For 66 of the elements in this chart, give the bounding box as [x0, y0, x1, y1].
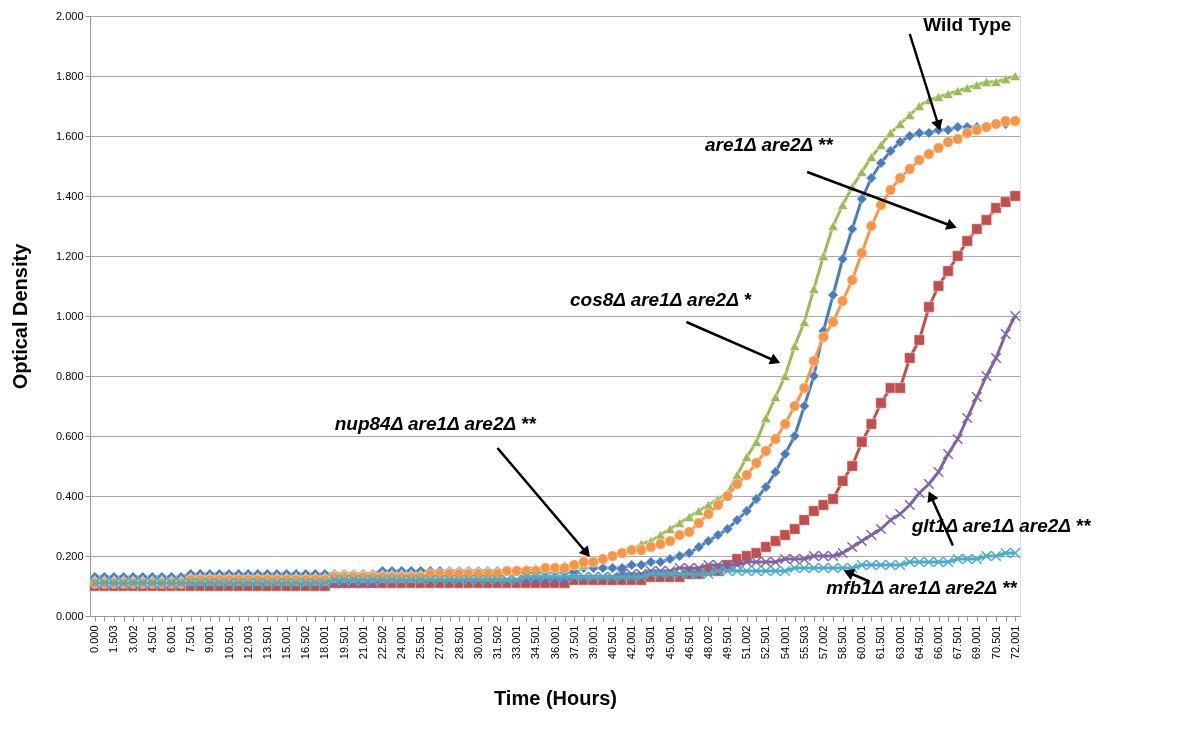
- x-tick-label: 10.501: [222, 625, 235, 660]
- x-tick-label: 43.501: [644, 625, 657, 660]
- x-tick-label: 55.503: [797, 625, 810, 660]
- x-tick-label: 67.501: [951, 625, 964, 660]
- y-tick-label: 1.800: [55, 69, 84, 82]
- x-tick-label: 25.501: [414, 625, 427, 660]
- x-tick-label: 42.001: [625, 625, 638, 660]
- x-tick-label: 36.001: [548, 625, 561, 660]
- x-tick-label: 40.501: [606, 625, 619, 660]
- x-tick-label: 64.501: [912, 625, 925, 660]
- x-tick-label: 9.001: [203, 625, 216, 654]
- series-label: mfb1Δ are1Δ are2Δ **: [826, 576, 1019, 598]
- y-tick-label: 0.800: [55, 369, 84, 382]
- x-tick-label: 18.001: [318, 625, 331, 660]
- x-tick-label: 21.001: [356, 625, 369, 660]
- x-tick-label: 69.001: [970, 625, 983, 660]
- x-tick-label: 24.001: [395, 625, 408, 660]
- x-tick-label: 70.501: [989, 625, 1002, 660]
- x-tick-label: 54.001: [778, 625, 791, 660]
- text: cos8Δ are1Δ are2Δ *: [570, 288, 753, 310]
- x-tick-label: 22.502: [375, 625, 388, 660]
- x-tick-label: 34.501: [529, 625, 542, 660]
- x-tick-label: 72.001: [1008, 625, 1021, 660]
- y-axis-title: Optical Density: [8, 242, 31, 390]
- x-tick-label: 39.001: [586, 625, 599, 660]
- x-tick-label: 31.502: [490, 625, 503, 660]
- x-tick-label: 58.501: [836, 625, 849, 660]
- x-tick-label: 28.501: [452, 625, 465, 660]
- x-axis-title: Time (Hours): [494, 687, 617, 710]
- x-tick-label: 33.001: [510, 625, 523, 660]
- x-tick-label: 27.001: [433, 625, 446, 660]
- x-tick-label: 66.001: [932, 625, 945, 660]
- x-tick-label: 4.501: [145, 625, 158, 654]
- x-tick-label: 16.502: [299, 625, 312, 660]
- y-tick-label: 1.000: [55, 309, 84, 322]
- text: are1Δ are2Δ **: [704, 134, 835, 155]
- x-tick-label: 45.001: [663, 625, 676, 660]
- x-tick-label: 63.001: [893, 625, 906, 660]
- x-tick-label: 12.003: [241, 625, 254, 660]
- y-tick-label: 0.400: [55, 489, 84, 502]
- x-tick-label: 37.501: [567, 625, 580, 660]
- x-tick-label: 3.002: [126, 625, 139, 654]
- x-tick-label: 13.501: [260, 625, 273, 660]
- y-tick-label: 1.400: [55, 189, 84, 202]
- y-tick-label: 0.600: [55, 429, 84, 442]
- x-tick-label: 48.002: [701, 625, 714, 660]
- y-tick-label: 0.200: [55, 549, 84, 562]
- x-tick-label: 1.503: [107, 625, 120, 654]
- y-tick-label: 2.000: [55, 9, 84, 22]
- x-tick-label: 7.501: [184, 625, 197, 654]
- x-tick-label: 46.501: [682, 625, 695, 660]
- x-tick-label: 15.001: [280, 625, 293, 660]
- text: Wild Type: [923, 14, 1012, 35]
- y-tick-label: 1.200: [55, 249, 84, 262]
- x-tick-label: 51.002: [740, 625, 753, 660]
- y-tick-label: 0.000: [55, 609, 84, 622]
- y-tick-label: 1.600: [55, 129, 84, 142]
- x-tick-label: 49.501: [721, 625, 734, 660]
- x-tick-label: 57.002: [816, 625, 829, 660]
- x-tick-label: 6.001: [164, 625, 177, 654]
- x-tick-label: 61.501: [874, 625, 887, 660]
- x-tick-label: 60.001: [855, 625, 868, 660]
- x-tick-label: 52.501: [759, 625, 772, 660]
- x-tick-label: 30.001: [471, 625, 484, 660]
- text: nup84Δ are1Δ are2Δ **: [334, 413, 538, 434]
- x-tick-label: 19.501: [337, 625, 350, 660]
